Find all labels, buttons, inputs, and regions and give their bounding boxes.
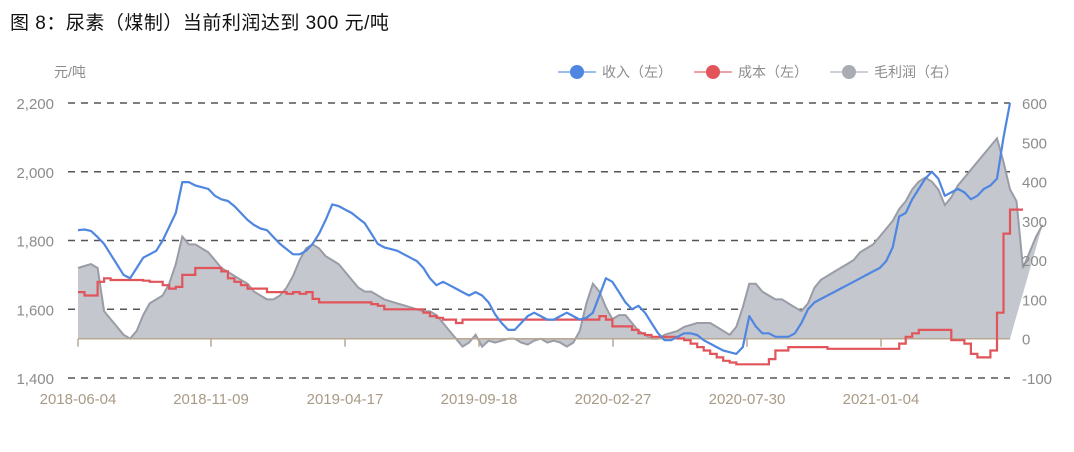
legend-item-gross-profit[interactable]: 毛利润（右）	[830, 62, 958, 82]
y-axis-unit-label: 元/吨	[54, 64, 86, 80]
gross-profit-fill	[78, 138, 1043, 347]
gross-profit-line	[77, 136, 1044, 349]
legend-item-cost[interactable]: 成本（左）	[694, 62, 808, 82]
x-tick-label: 2019-04-17	[307, 391, 384, 408]
y2-tick-label: -100	[1022, 371, 1052, 388]
y-tick-label: 2,000	[16, 165, 54, 182]
x-tick-label: 2018-06-04	[40, 391, 117, 408]
x-tick-label: 2021-01-04	[843, 391, 920, 408]
revenue-line	[77, 102, 1012, 355]
x-axis	[77, 337, 1010, 347]
y-tick-label: 1,800	[16, 234, 54, 251]
legend-item-revenue[interactable]: 收入（左）	[558, 62, 672, 82]
y2-tick-label: 500	[1022, 135, 1047, 152]
legend-label: 收入（左）	[602, 64, 672, 80]
y2-tick-label: 400	[1022, 175, 1047, 192]
legend-label: 毛利润（右）	[874, 64, 958, 80]
y2-tick-label: 300	[1022, 214, 1047, 231]
y2-tick-label: 100	[1022, 292, 1047, 309]
y-tick-label: 1,600	[16, 302, 54, 319]
series-lines	[77, 102, 1023, 366]
y-tick-label: 1,400	[16, 371, 54, 388]
legend-marker-icon	[694, 64, 732, 80]
legend: 收入（左） 成本（左） 毛利润（右）	[558, 62, 958, 82]
legend-label: 成本（左）	[738, 64, 808, 80]
legend-marker-icon	[830, 64, 868, 80]
y2-tick-label: 200	[1022, 253, 1047, 270]
y-axis-right: -100 0 100 200 300 400 500 600	[1022, 96, 1052, 388]
chart-title: 图 8：尿素（煤制）当前利润达到 300 元/吨	[10, 13, 390, 34]
x-tick-label: 2020-07-30	[709, 391, 786, 408]
x-tick-label: 2019-09-18	[441, 391, 518, 408]
y2-tick-label: 0	[1022, 332, 1030, 349]
legend-marker-icon	[558, 64, 596, 80]
y-tick-label: 2,200	[16, 96, 54, 113]
x-tick-label: 2018-11-09	[173, 391, 249, 408]
y2-tick-label: 600	[1022, 96, 1047, 113]
gross-profit-area	[77, 136, 1044, 349]
y-axis-left: 1,400 1,600 1,800 2,000 2,200	[16, 96, 54, 388]
x-axis-labels: 2018-06-04 2018-11-09 2019-04-17 2019-09-18…	[40, 391, 920, 408]
x-tick-label: 2020-02-27	[575, 391, 652, 408]
